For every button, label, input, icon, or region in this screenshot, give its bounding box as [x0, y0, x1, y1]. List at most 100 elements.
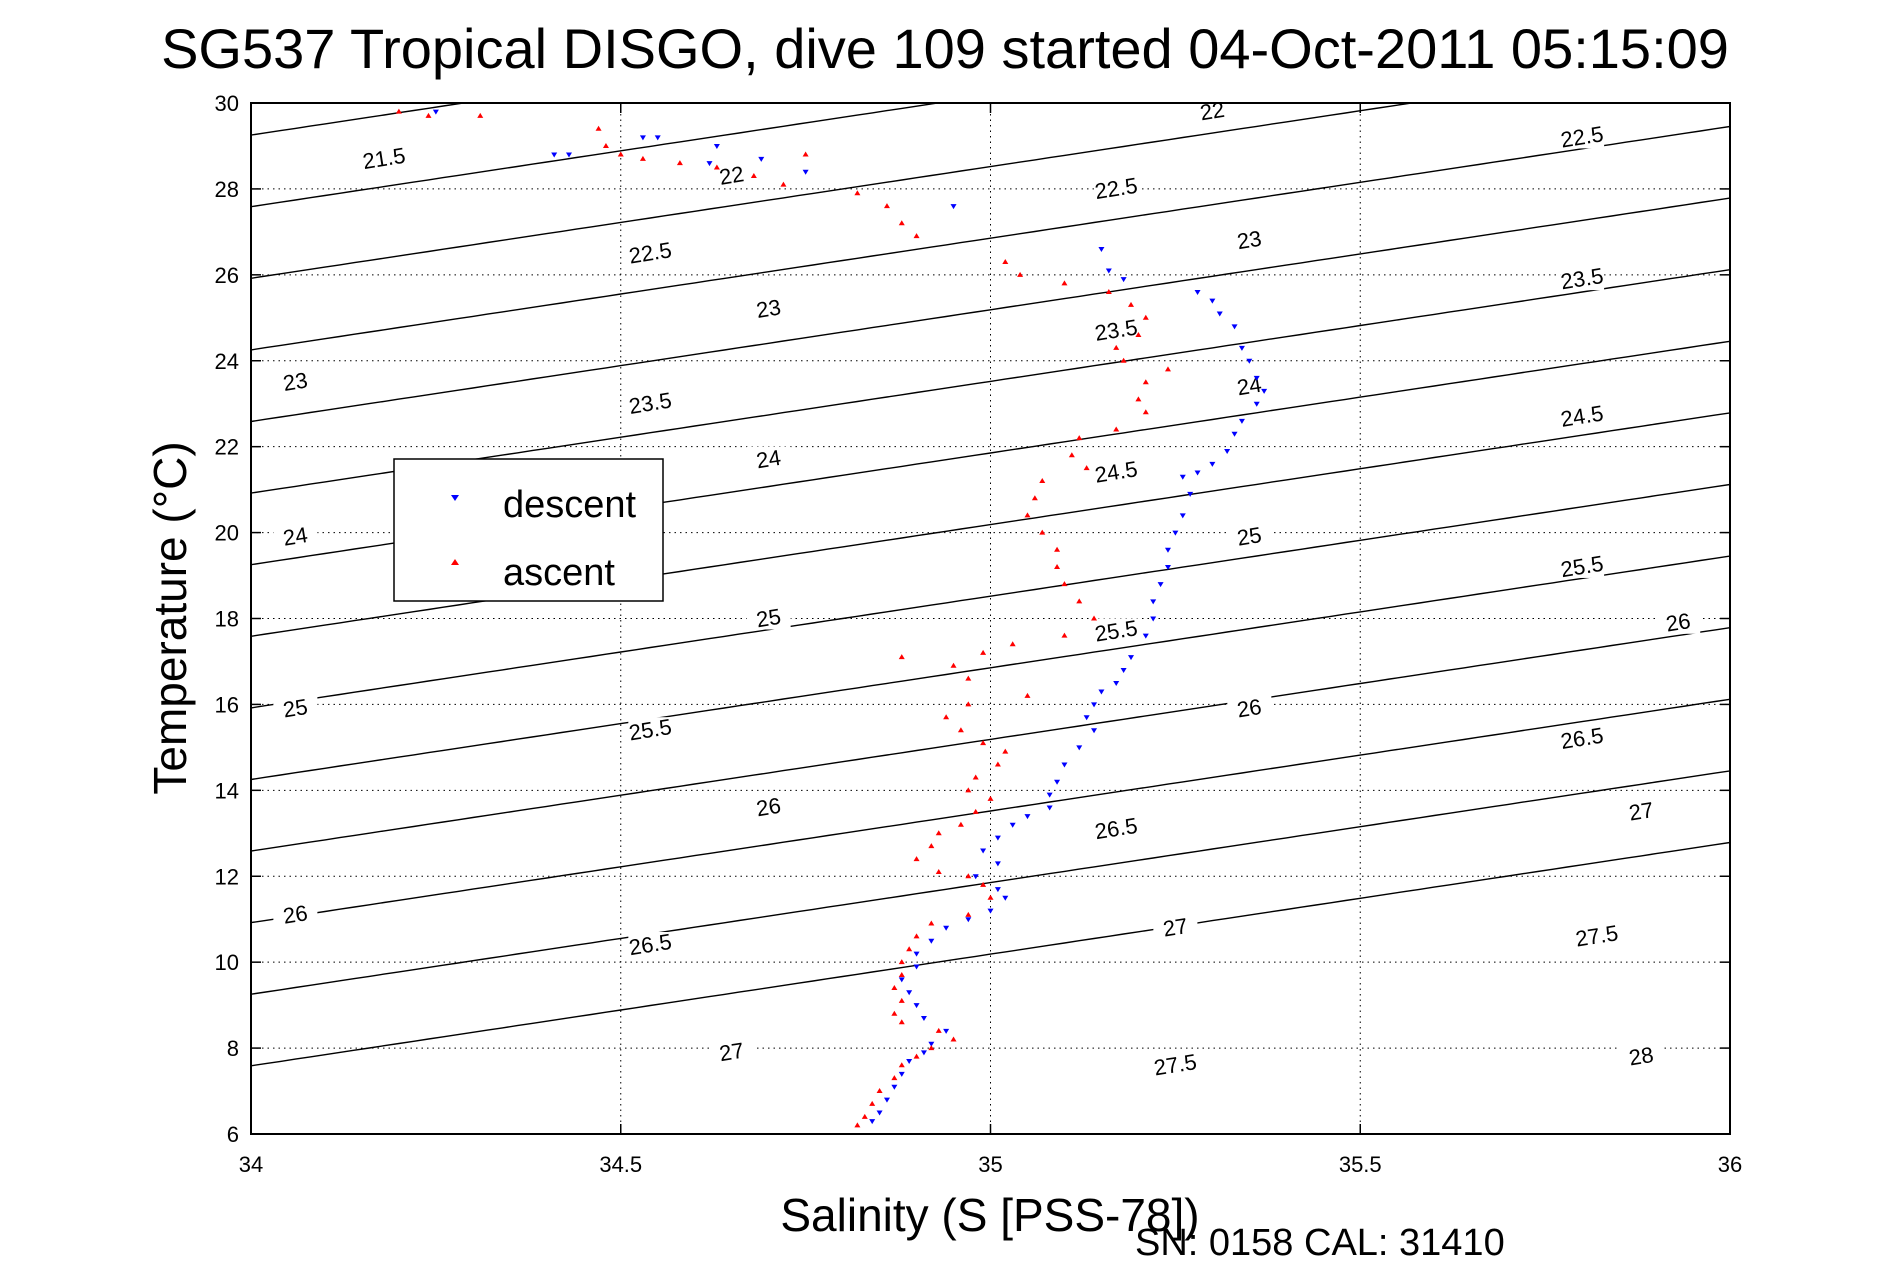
ascent-point	[928, 1045, 935, 1051]
contour-label: 25	[1235, 522, 1263, 551]
descent-point	[1098, 247, 1105, 253]
contour-label-bg	[273, 369, 318, 394]
descent-point	[1091, 728, 1098, 734]
legend-descent-label: descent	[503, 484, 637, 526]
ascent-point	[1142, 314, 1149, 320]
ascent-point	[1113, 426, 1120, 432]
contour-label-bg	[1560, 266, 1605, 291]
ascent-point	[965, 787, 972, 793]
ascent-point	[906, 946, 913, 952]
contour-label: 24	[281, 522, 309, 551]
ascent-point	[913, 933, 920, 939]
descent-point	[1076, 745, 1083, 751]
ascent-point	[898, 1019, 905, 1025]
descent-point	[1187, 491, 1194, 497]
descent-point	[928, 1041, 935, 1047]
ascent-point	[869, 1100, 876, 1106]
ascent-point	[965, 675, 972, 681]
descent-point	[432, 109, 439, 115]
contour-label-bg	[1574, 923, 1619, 948]
x-tick-label: 34.5	[599, 1152, 642, 1177]
ascent-point	[861, 1113, 868, 1119]
contour-label-bg	[628, 240, 673, 265]
y-tick-label: 14	[215, 778, 239, 803]
ascent-point	[1002, 748, 1009, 754]
contour-line-26-5	[251, 627, 1730, 852]
contour-label: 25	[755, 604, 783, 633]
ascent-point	[477, 112, 484, 118]
descent-point	[943, 1028, 950, 1034]
ascent-point	[913, 856, 920, 862]
legend: descent ascent	[393, 458, 664, 602]
contour-label: 24	[755, 445, 783, 474]
descent-point	[898, 1071, 905, 1077]
ascent-point	[595, 125, 602, 131]
ascent-point	[943, 714, 950, 720]
descent-point	[1002, 895, 1009, 901]
ascent-point	[957, 821, 964, 827]
descent-point	[972, 874, 979, 880]
descent-point	[654, 135, 661, 141]
x-tick-label: 36	[1718, 1152, 1742, 1177]
legend-ascent-marker	[451, 559, 459, 565]
contour-labels: 21.5222222.522.522.523232323.523.523.524…	[273, 97, 1701, 1080]
descent-point	[1061, 762, 1068, 768]
descent-point	[1157, 582, 1164, 588]
descent-point	[913, 951, 920, 957]
contour-line-25-5	[251, 483, 1730, 709]
ascent-point	[898, 959, 905, 965]
ascent-point	[1142, 409, 1149, 415]
y-tick-label: 20	[215, 521, 239, 546]
ascent-point	[750, 173, 757, 179]
contour-label-bg	[1560, 553, 1605, 578]
ascent-point	[935, 868, 942, 874]
contour-line-27-5	[251, 770, 1730, 995]
ascent-point	[1039, 529, 1046, 535]
descent-point	[1238, 418, 1245, 424]
ascent-point	[972, 774, 979, 780]
contour-label: 26	[281, 900, 309, 929]
contour-label: 27	[1161, 913, 1189, 942]
descent-point	[1091, 702, 1098, 708]
ascent-point	[1017, 271, 1024, 277]
descent-point	[1172, 530, 1179, 536]
descent-point	[913, 964, 920, 970]
contour-label-bg	[273, 523, 318, 548]
descent-point	[891, 1084, 898, 1090]
contour-label-bg	[1560, 725, 1605, 750]
contour-label: 26	[755, 793, 783, 822]
descent-point	[876, 1110, 883, 1116]
ascent-point	[1068, 452, 1075, 458]
y-tick-label: 18	[215, 607, 239, 632]
ascent-point	[928, 920, 935, 926]
ascent-point	[987, 894, 994, 900]
descent-point	[1261, 388, 1268, 394]
ascent-point	[883, 203, 890, 209]
ascent-point	[965, 911, 972, 917]
contour-label-bg	[746, 446, 791, 471]
descent-point	[551, 152, 558, 158]
ascent-point	[876, 1088, 883, 1094]
contour-label: 28	[1627, 1042, 1655, 1071]
ascent-point	[1002, 258, 1009, 264]
descent-point	[758, 156, 765, 162]
ascent-point	[965, 873, 972, 879]
descent-point	[1253, 401, 1260, 407]
descent-point	[639, 135, 646, 141]
descent-point	[928, 938, 935, 944]
contour-label-bg	[1094, 618, 1139, 643]
ascent-point	[1054, 563, 1061, 569]
contour-label-bg	[1153, 914, 1198, 939]
x-axis-label: Salinity (S [PSS-78])	[780, 1189, 1199, 1241]
ascent-point	[1076, 435, 1083, 441]
ascent-point	[950, 662, 957, 668]
y-tick-label: 22	[215, 435, 239, 460]
contour-label-bg	[273, 695, 318, 720]
contour-label: 27	[718, 1038, 746, 1067]
ascent-point	[1009, 641, 1016, 647]
ascent-point	[1128, 301, 1135, 307]
contour-label: 23	[281, 367, 309, 396]
contour-label: 26	[1235, 694, 1263, 723]
contour-label-bg	[1094, 175, 1139, 200]
descent-point	[1194, 290, 1201, 296]
